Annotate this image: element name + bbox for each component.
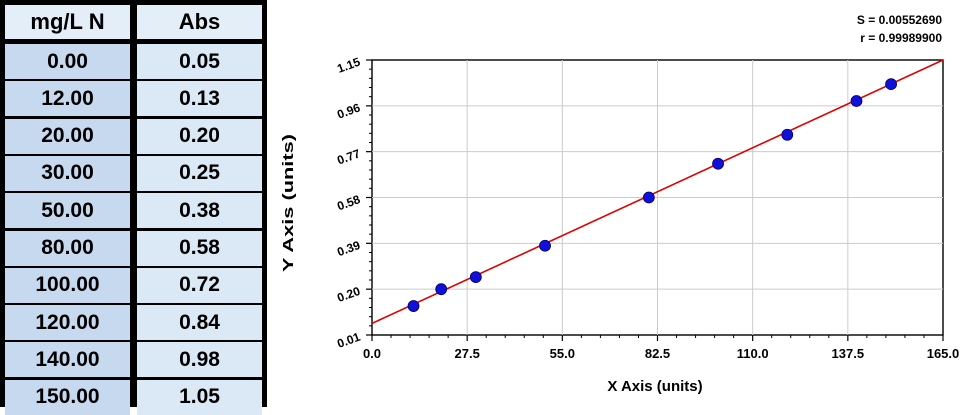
data-point	[712, 157, 724, 170]
y-tick-label: 0.20	[335, 284, 362, 305]
data-point	[539, 239, 551, 252]
cell-concentration: 20.00	[5, 118, 130, 154]
cell-concentration: 50.00	[5, 193, 130, 229]
y-tick-label: 1.15	[335, 55, 362, 76]
x-tick-label: 82.5	[645, 346, 670, 361]
cell-concentration: 12.00	[5, 81, 130, 117]
data-point	[781, 128, 794, 141]
cell-absorbance: 1.05	[137, 379, 262, 415]
cell-concentration: 120.00	[5, 305, 130, 341]
table-header-absorbance: Abs	[137, 5, 262, 39]
cell-absorbance: 0.58	[137, 230, 262, 266]
stat-s: S = 0.00552690	[857, 13, 942, 27]
cell-absorbance: 0.72	[137, 267, 262, 303]
cell-concentration: 80.00	[5, 230, 130, 266]
stat-r: r = 0.99989900	[860, 31, 942, 45]
cell-absorbance: 0.20	[137, 118, 262, 154]
cell-absorbance: 0.84	[137, 305, 262, 341]
y-tick-label: 0.01	[335, 330, 362, 351]
x-tick-label: 110.0	[737, 346, 769, 361]
plot-area: 0.0 27.5 55.0 82.5 110.0 137.5 165.0 0.01 0.20 0.…	[335, 55, 959, 361]
data-point	[642, 191, 655, 204]
x-axis-label: X Axis (units)	[607, 378, 702, 395]
data-point	[850, 95, 863, 107]
fit-line	[371, 59, 944, 325]
cell-concentration: 140.00	[5, 342, 130, 378]
cell-absorbance: 0.25	[137, 155, 262, 191]
cell-absorbance: 0.98	[137, 342, 262, 378]
cell-absorbance: 0.38	[137, 193, 262, 229]
x-tick-label: 137.5	[832, 346, 865, 361]
cell-concentration: 30.00	[5, 155, 130, 191]
cell-concentration: 150.00	[5, 379, 130, 415]
cell-concentration: 0.00	[5, 44, 130, 80]
scatter-chart: S = 0.00552690 r = 0.99989900 0.0 27.5 55.…	[280, 13, 959, 395]
cell-absorbance: 0.13	[137, 81, 262, 117]
table-header-concentration: mg/L N	[5, 5, 130, 39]
data-point	[885, 78, 897, 91]
y-axis-label: Y Axis (units)	[280, 134, 297, 272]
data-table: mg/L N Abs 0.00 0.05 12.00 0.13 20.00 0.20 30.…	[0, 0, 267, 415]
cell-absorbance: 0.05	[137, 44, 262, 80]
y-tick-label: 0.77	[335, 146, 362, 167]
y-tick-label: 0.39	[335, 238, 362, 259]
data-point	[435, 283, 448, 296]
x-tick-label: 27.5	[455, 346, 480, 361]
cell-concentration: 100.00	[5, 267, 130, 303]
x-tick-label: 165.0	[927, 346, 960, 361]
data-point	[469, 271, 482, 284]
x-tick-label: 0.0	[363, 346, 381, 361]
y-tick-label: 0.96	[335, 100, 362, 121]
y-tick-label: 0.58	[335, 192, 362, 213]
data-point	[407, 300, 420, 312]
x-tick-label: 55.0	[550, 346, 575, 361]
